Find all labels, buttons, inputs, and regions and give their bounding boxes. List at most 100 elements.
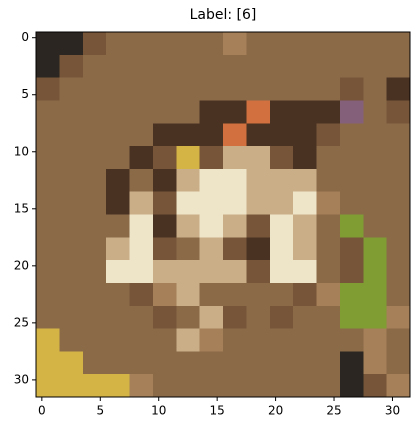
pixel [246, 32, 271, 56]
pixel [82, 214, 107, 238]
pixel [129, 237, 154, 261]
pixel [339, 374, 364, 398]
pixel [223, 32, 247, 56]
pixel [363, 214, 388, 238]
pixel [269, 32, 294, 56]
pixel [106, 123, 130, 147]
pixel [106, 191, 130, 215]
pixel [223, 77, 247, 101]
x-tick-label: 20 [268, 404, 283, 418]
pixel [316, 123, 341, 147]
pixel [36, 54, 60, 79]
pixel [293, 305, 317, 330]
pixel [176, 54, 201, 79]
pixel [36, 305, 60, 330]
pixel [152, 260, 177, 284]
pixel [269, 237, 294, 261]
pixel [339, 328, 364, 352]
pixel [36, 100, 60, 124]
pixel [386, 32, 411, 56]
pixel [269, 260, 294, 284]
pixel [199, 374, 224, 398]
pixel [293, 282, 317, 307]
pixel [36, 328, 60, 352]
pixel [152, 191, 177, 215]
pixel [82, 191, 107, 215]
pixel [199, 100, 224, 124]
pixel [36, 237, 60, 261]
pixel [36, 168, 60, 193]
pixel [106, 328, 130, 352]
pixel [269, 123, 294, 147]
pixel [82, 77, 107, 101]
pixel [339, 282, 364, 307]
pixel [363, 77, 388, 101]
chart-title: Label: [6] [190, 7, 257, 23]
pixel [339, 237, 364, 261]
pixel [363, 260, 388, 284]
pixel [339, 54, 364, 79]
x-tick-label: 30 [385, 404, 400, 418]
pixel [59, 260, 84, 284]
pixel [129, 146, 154, 170]
pixel [59, 374, 84, 398]
pixel [176, 191, 201, 215]
pixel [339, 191, 364, 215]
pixel [176, 328, 201, 352]
pixel [82, 351, 107, 375]
pixel [386, 54, 411, 79]
pixel [129, 305, 154, 330]
pixel [246, 168, 271, 193]
pixel [316, 351, 341, 375]
pixel [316, 77, 341, 101]
x-tick-label: 0 [38, 404, 46, 418]
pixel [363, 100, 388, 124]
pixel [82, 168, 107, 193]
pixel [316, 214, 341, 238]
pixel [59, 100, 84, 124]
pixel [269, 100, 294, 124]
pixel [59, 77, 84, 101]
pixel [223, 282, 247, 307]
pixel [246, 237, 271, 261]
x-tick-label: 25 [326, 404, 341, 418]
pixel [129, 54, 154, 79]
pixel [129, 123, 154, 147]
pixel [363, 374, 388, 398]
pixel [82, 305, 107, 330]
pixel [246, 123, 271, 147]
pixel [269, 328, 294, 352]
pixel [293, 54, 317, 79]
pixel [199, 77, 224, 101]
pixel [152, 54, 177, 79]
x-tick-label: 15 [210, 404, 225, 418]
pixel [199, 123, 224, 147]
pixel [223, 168, 247, 193]
pixel [246, 77, 271, 101]
pixel [59, 123, 84, 147]
pixel [152, 214, 177, 238]
pixel [269, 214, 294, 238]
pixel [106, 305, 130, 330]
pixel [363, 123, 388, 147]
pixel [176, 146, 201, 170]
pixel [152, 77, 177, 101]
pixel [363, 191, 388, 215]
pixel [246, 191, 271, 215]
pixel [223, 305, 247, 330]
pixel [176, 260, 201, 284]
pixel [106, 100, 130, 124]
pixel [199, 32, 224, 56]
pixel [293, 260, 317, 284]
pixel [106, 168, 130, 193]
pixel [82, 237, 107, 261]
pixel [176, 374, 201, 398]
pixel [363, 305, 388, 330]
y-tick-label: 20 [14, 258, 29, 272]
pixel [82, 374, 107, 398]
pixel [386, 351, 411, 375]
pixel [363, 351, 388, 375]
pixel [152, 328, 177, 352]
pixel [176, 32, 201, 56]
